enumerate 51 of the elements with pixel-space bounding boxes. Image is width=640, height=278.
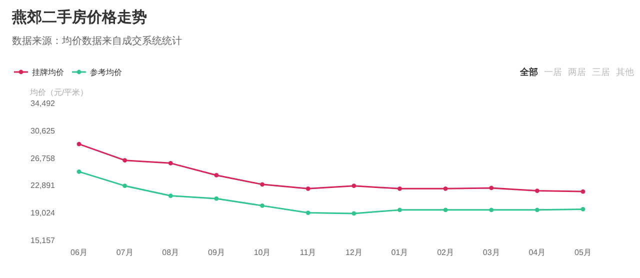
x-tick-label: 08月: [162, 248, 180, 257]
point: [352, 184, 356, 188]
point: [306, 210, 310, 215]
point: [443, 208, 448, 212]
point: [534, 188, 540, 194]
y-tick-label: 15,157: [30, 236, 56, 245]
point: [352, 211, 356, 216]
point: [214, 196, 219, 201]
point: [306, 186, 310, 191]
text: 其他: [616, 67, 634, 77]
text: 两居: [568, 67, 586, 77]
point: [398, 208, 402, 212]
y-axis-title: 均价（元/平米）: [29, 88, 88, 97]
x-tick-label: 01月: [391, 248, 408, 257]
point: [580, 189, 586, 194]
point: [168, 160, 173, 166]
point: [76, 169, 82, 174]
text: 三居: [592, 67, 610, 77]
point: [214, 173, 219, 178]
x-tick-label: 04月: [528, 248, 546, 257]
point: [534, 208, 540, 212]
x-tick-label: 06月: [70, 248, 88, 257]
x-tick-label: 10月: [254, 248, 271, 257]
point: [260, 182, 264, 187]
x-tick-label: 05月: [574, 248, 592, 257]
point: [398, 186, 402, 191]
y-tick-label: 34,492: [30, 99, 56, 108]
x-tick-label: 11月: [300, 248, 316, 257]
x-tick-label: 02月: [437, 248, 454, 257]
chart-subtitle: 数据来源：均价数据来自成交系统统计: [12, 35, 182, 47]
legend-label: 参考均价: [90, 68, 122, 77]
point: [580, 207, 586, 212]
x-tick-label: 09月: [208, 248, 225, 257]
x-tick-label: 12月: [345, 248, 362, 257]
point: [122, 184, 128, 188]
y-tick-label: 26,758: [30, 154, 56, 163]
point: [489, 208, 494, 212]
point: [443, 186, 448, 191]
y-tick-label: 30,625: [30, 126, 56, 136]
point: [260, 203, 264, 208]
point: [76, 142, 82, 146]
y-tick-label: 22,891: [30, 181, 56, 190]
x-tick-label: 03月: [482, 248, 500, 257]
point: [489, 186, 494, 190]
chart-title: 燕郊二手房价格走势: [11, 8, 147, 26]
legend-label: 挂牌均价: [32, 68, 64, 77]
point: [168, 194, 173, 198]
y-tick-label: 19,024: [30, 208, 56, 218]
text: 全部: [519, 67, 538, 77]
x-tick-label: 07月: [116, 248, 134, 257]
point: [122, 158, 128, 163]
